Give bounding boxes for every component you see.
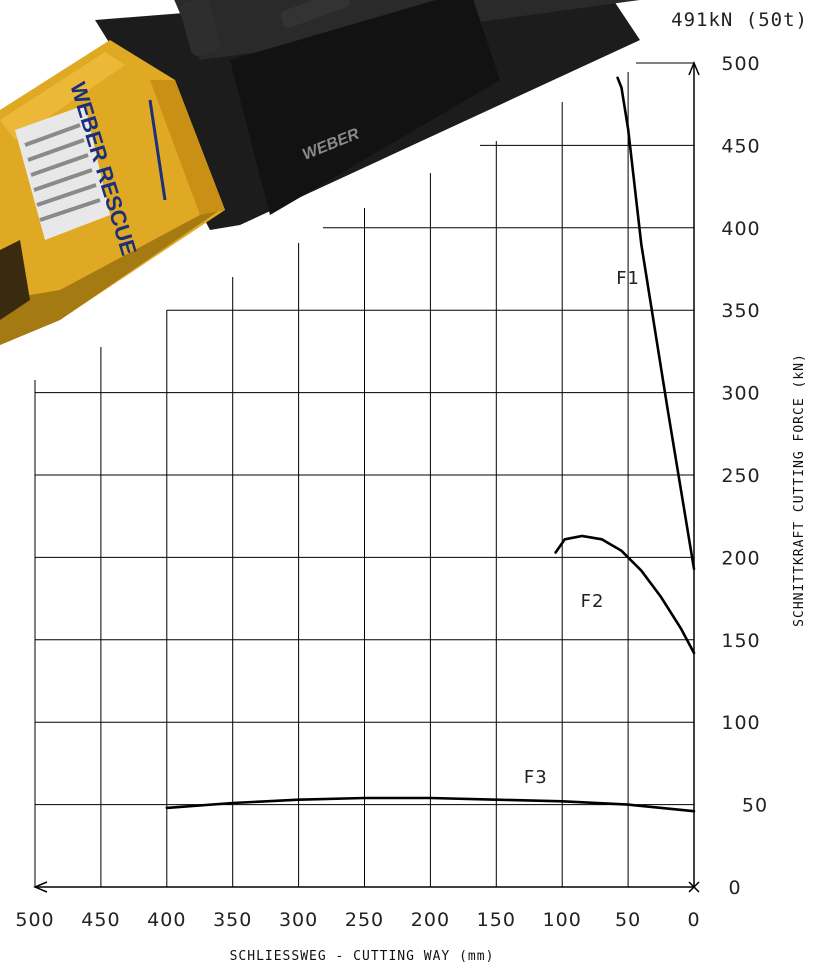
max-force-label: 491kN (50t): [671, 9, 808, 31]
x-tick-label: 450: [81, 909, 120, 931]
series-labels: F1 F2 F3: [524, 268, 640, 788]
x-tick-labels: 500 450 400 350 300 250 200 150 100 50 0: [15, 909, 700, 931]
x-tick-label: 100: [543, 909, 582, 931]
y-tick-label: 100: [721, 712, 760, 734]
x-axis-arrow: [33, 881, 48, 893]
y-tick-labels: 0 50 100 150 200 250 300 350 400 450 500: [721, 53, 768, 899]
y-tick-label: 450: [721, 135, 760, 157]
x-tick-label: 300: [279, 909, 318, 931]
y-tick-label: 200: [721, 547, 760, 569]
x-tick-label: 500: [15, 909, 54, 931]
grid: [34, 72, 694, 887]
x-tick-label: 150: [477, 909, 516, 931]
x-tick-label: 0: [687, 909, 700, 931]
x-tick-label: 50: [615, 909, 641, 931]
y-tick-label: 350: [721, 300, 760, 322]
x-tick-label: 400: [147, 909, 186, 931]
series-label-f3: F3: [524, 767, 548, 788]
x-tick-label: 200: [411, 909, 450, 931]
y-tick-label: 400: [721, 218, 760, 240]
y-tick-label: 50: [742, 795, 768, 817]
x-axis-title: SCHLIESSWEG - CUTTING WAY (mm): [230, 949, 495, 964]
y-axis-arrow: [688, 61, 700, 76]
y-axis-title: SCHNITTKRAFT CUTTING FORCE (kN): [792, 353, 807, 627]
series-line-f3: [165, 796, 696, 813]
x-tick-label: 350: [213, 909, 252, 931]
y-tick-label: 250: [721, 465, 760, 487]
rescue-cutter-image: WEBER RESCUE WEBER: [0, 0, 640, 345]
series-line-f1: [616, 76, 696, 571]
series-label-f1: F1: [616, 268, 640, 289]
series: [165, 76, 696, 813]
origin-mark: [688, 881, 700, 893]
y-tick-label: 150: [721, 630, 760, 652]
series-label-f2: F2: [581, 591, 605, 612]
y-tick-label: 0: [728, 877, 741, 899]
y-tick-label: 500: [721, 53, 760, 75]
axes: [33, 61, 700, 893]
y-tick-label: 300: [721, 383, 760, 405]
x-tick-label: 250: [345, 909, 384, 931]
series-line-f2: [554, 534, 696, 655]
